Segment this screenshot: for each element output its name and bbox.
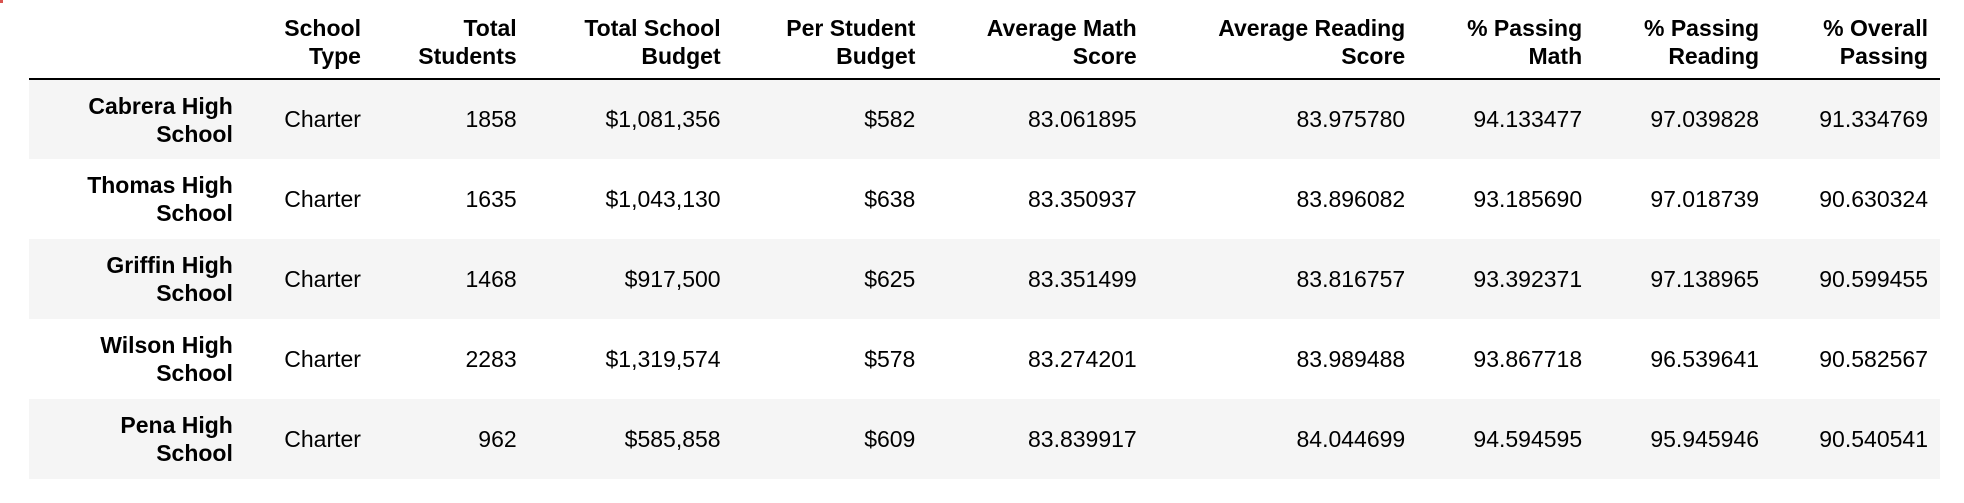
row-label-line: School (156, 440, 233, 466)
avg-math-score-cell: 83.274201 (1027, 345, 1137, 372)
column-header-line: Students (418, 43, 517, 69)
column-header-per-student-budget: Per Student Budget (732, 10, 928, 80)
total-students-cell: 1468 (465, 265, 517, 292)
table-row: Pena High School Charter 962 $585,858 $6… (29, 399, 1940, 479)
table-header: School Type Total Students Total School … (29, 10, 1940, 80)
school-type-cell: Charter (284, 106, 361, 132)
column-header-line: Per Student (786, 15, 916, 41)
table-row: Thomas High School Charter 1635 $1,043,1… (29, 159, 1940, 239)
passing-math-cell: 94.133477 (1473, 106, 1583, 132)
row-label: Pena High School (29, 399, 245, 479)
school-summary-table: School Type Total Students Total School … (29, 10, 1940, 479)
index-header (29, 10, 245, 80)
passing-math-cell: 93.185690 (1473, 185, 1583, 212)
column-header-line: Reading (1668, 43, 1760, 69)
row-label-line: Griffin High (106, 252, 233, 278)
row-label-line: Pena High (120, 412, 233, 438)
overall-passing-cell: 90.599455 (1819, 265, 1928, 292)
column-header-line: % Overall (1823, 15, 1928, 41)
column-header-passing-reading: % Passing Reading (1594, 10, 1772, 80)
column-header-line: Total School (584, 15, 721, 41)
avg-reading-score-cell: 83.896082 (1296, 185, 1406, 212)
row-label-line: Wilson High (100, 332, 233, 358)
column-header-line: Average Reading (1218, 15, 1406, 41)
avg-reading-score-cell: 83.989488 (1296, 345, 1406, 372)
avg-math-score-cell: 83.350937 (1027, 185, 1137, 212)
per-student-budget-cell: $609 (864, 425, 916, 452)
column-header-line: Passing (1839, 43, 1928, 69)
row-label-line: Thomas High (87, 172, 233, 198)
column-header-school-type: School Type (244, 10, 373, 80)
row-label-line: School (156, 280, 233, 306)
school-type-cell: Charter (284, 185, 361, 212)
school-type-cell: Charter (284, 425, 361, 452)
overall-passing-cell: 90.540541 (1819, 425, 1928, 452)
avg-math-score-cell: 83.061895 (1027, 106, 1137, 132)
overall-passing-cell: 90.630324 (1819, 185, 1928, 212)
row-label: Wilson High School (29, 319, 245, 399)
row-label: Thomas High School (29, 159, 245, 239)
total-students-cell: 1635 (465, 185, 517, 212)
table-row: Griffin High School Charter 1468 $917,50… (29, 239, 1940, 319)
overall-passing-cell: 91.334769 (1819, 106, 1928, 132)
total-budget-cell: $1,043,130 (605, 185, 721, 212)
column-header-line: School (284, 15, 361, 41)
school-type-cell: Charter (284, 265, 361, 292)
total-budget-cell: $917,500 (624, 265, 721, 292)
column-header-total-students: Total Students (372, 10, 529, 80)
column-header-line: Score (1072, 43, 1137, 69)
passing-reading-cell: 95.945946 (1650, 425, 1760, 452)
column-header-line: Budget (641, 43, 721, 69)
passing-math-cell: 93.392371 (1473, 265, 1583, 292)
column-header-line: % Passing (1467, 15, 1583, 41)
column-header-line: % Passing (1644, 15, 1760, 41)
avg-math-score-cell: 83.351499 (1027, 265, 1137, 292)
table-row: Wilson High School Charter 2283 $1,319,5… (29, 319, 1940, 399)
passing-reading-cell: 97.138965 (1650, 265, 1760, 292)
table-row: Cabrera High School Charter 1858 $1,081,… (29, 79, 1940, 159)
column-header-line: Type (308, 43, 361, 69)
column-header-line: Total (463, 15, 517, 41)
column-header-overall-passing: % Overall Passing (1771, 10, 1940, 80)
column-header-line: Score (1341, 43, 1406, 69)
school-type-cell: Charter (284, 345, 361, 372)
cell-marker (0, 0, 3, 3)
total-students-cell: 2283 (465, 345, 517, 372)
passing-reading-cell: 97.039828 (1650, 106, 1760, 132)
total-budget-cell: $1,319,574 (605, 345, 721, 372)
passing-reading-cell: 97.018739 (1650, 185, 1760, 212)
per-student-budget-cell: $638 (864, 185, 916, 212)
column-header-line: Budget (836, 43, 916, 69)
per-student-budget-cell: $578 (864, 345, 916, 372)
total-students-cell: 962 (478, 425, 517, 452)
row-label-line: School (156, 360, 233, 386)
column-header-line: Average Math (986, 15, 1137, 41)
per-student-budget-cell: $625 (864, 265, 916, 292)
passing-reading-cell: 96.539641 (1650, 345, 1760, 372)
row-label-line: Cabrera High (88, 92, 233, 119)
avg-math-score-cell: 83.839917 (1027, 425, 1137, 452)
row-label: Griffin High School (29, 239, 245, 319)
column-header-average-reading-score: Average Reading Score (1148, 10, 1418, 80)
column-header-total-school-budget: Total School Budget (528, 10, 733, 80)
column-header-average-math-score: Average Math Score (927, 10, 1149, 80)
overall-passing-cell: 90.582567 (1819, 345, 1928, 372)
header-row: School Type Total Students Total School … (29, 10, 1940, 80)
avg-reading-score-cell: 83.975780 (1296, 106, 1406, 132)
column-header-passing-math: % Passing Math (1417, 10, 1595, 80)
total-students-cell: 1858 (465, 106, 517, 132)
total-budget-cell: $585,858 (624, 425, 721, 452)
total-budget-cell: $1,081,356 (605, 106, 721, 132)
column-header-line: Math (1528, 43, 1583, 69)
avg-reading-score-cell: 83.816757 (1296, 265, 1406, 292)
passing-math-cell: 93.867718 (1473, 345, 1583, 372)
row-label-line: School (156, 120, 233, 147)
row-label-line: School (156, 200, 233, 226)
passing-math-cell: 94.594595 (1473, 425, 1583, 452)
per-student-budget-cell: $582 (864, 106, 916, 132)
avg-reading-score-cell: 84.044699 (1296, 425, 1406, 452)
table-body: Cabrera High School Charter 1858 $1,081,… (29, 79, 1940, 479)
row-label: Cabrera High School (29, 79, 245, 159)
